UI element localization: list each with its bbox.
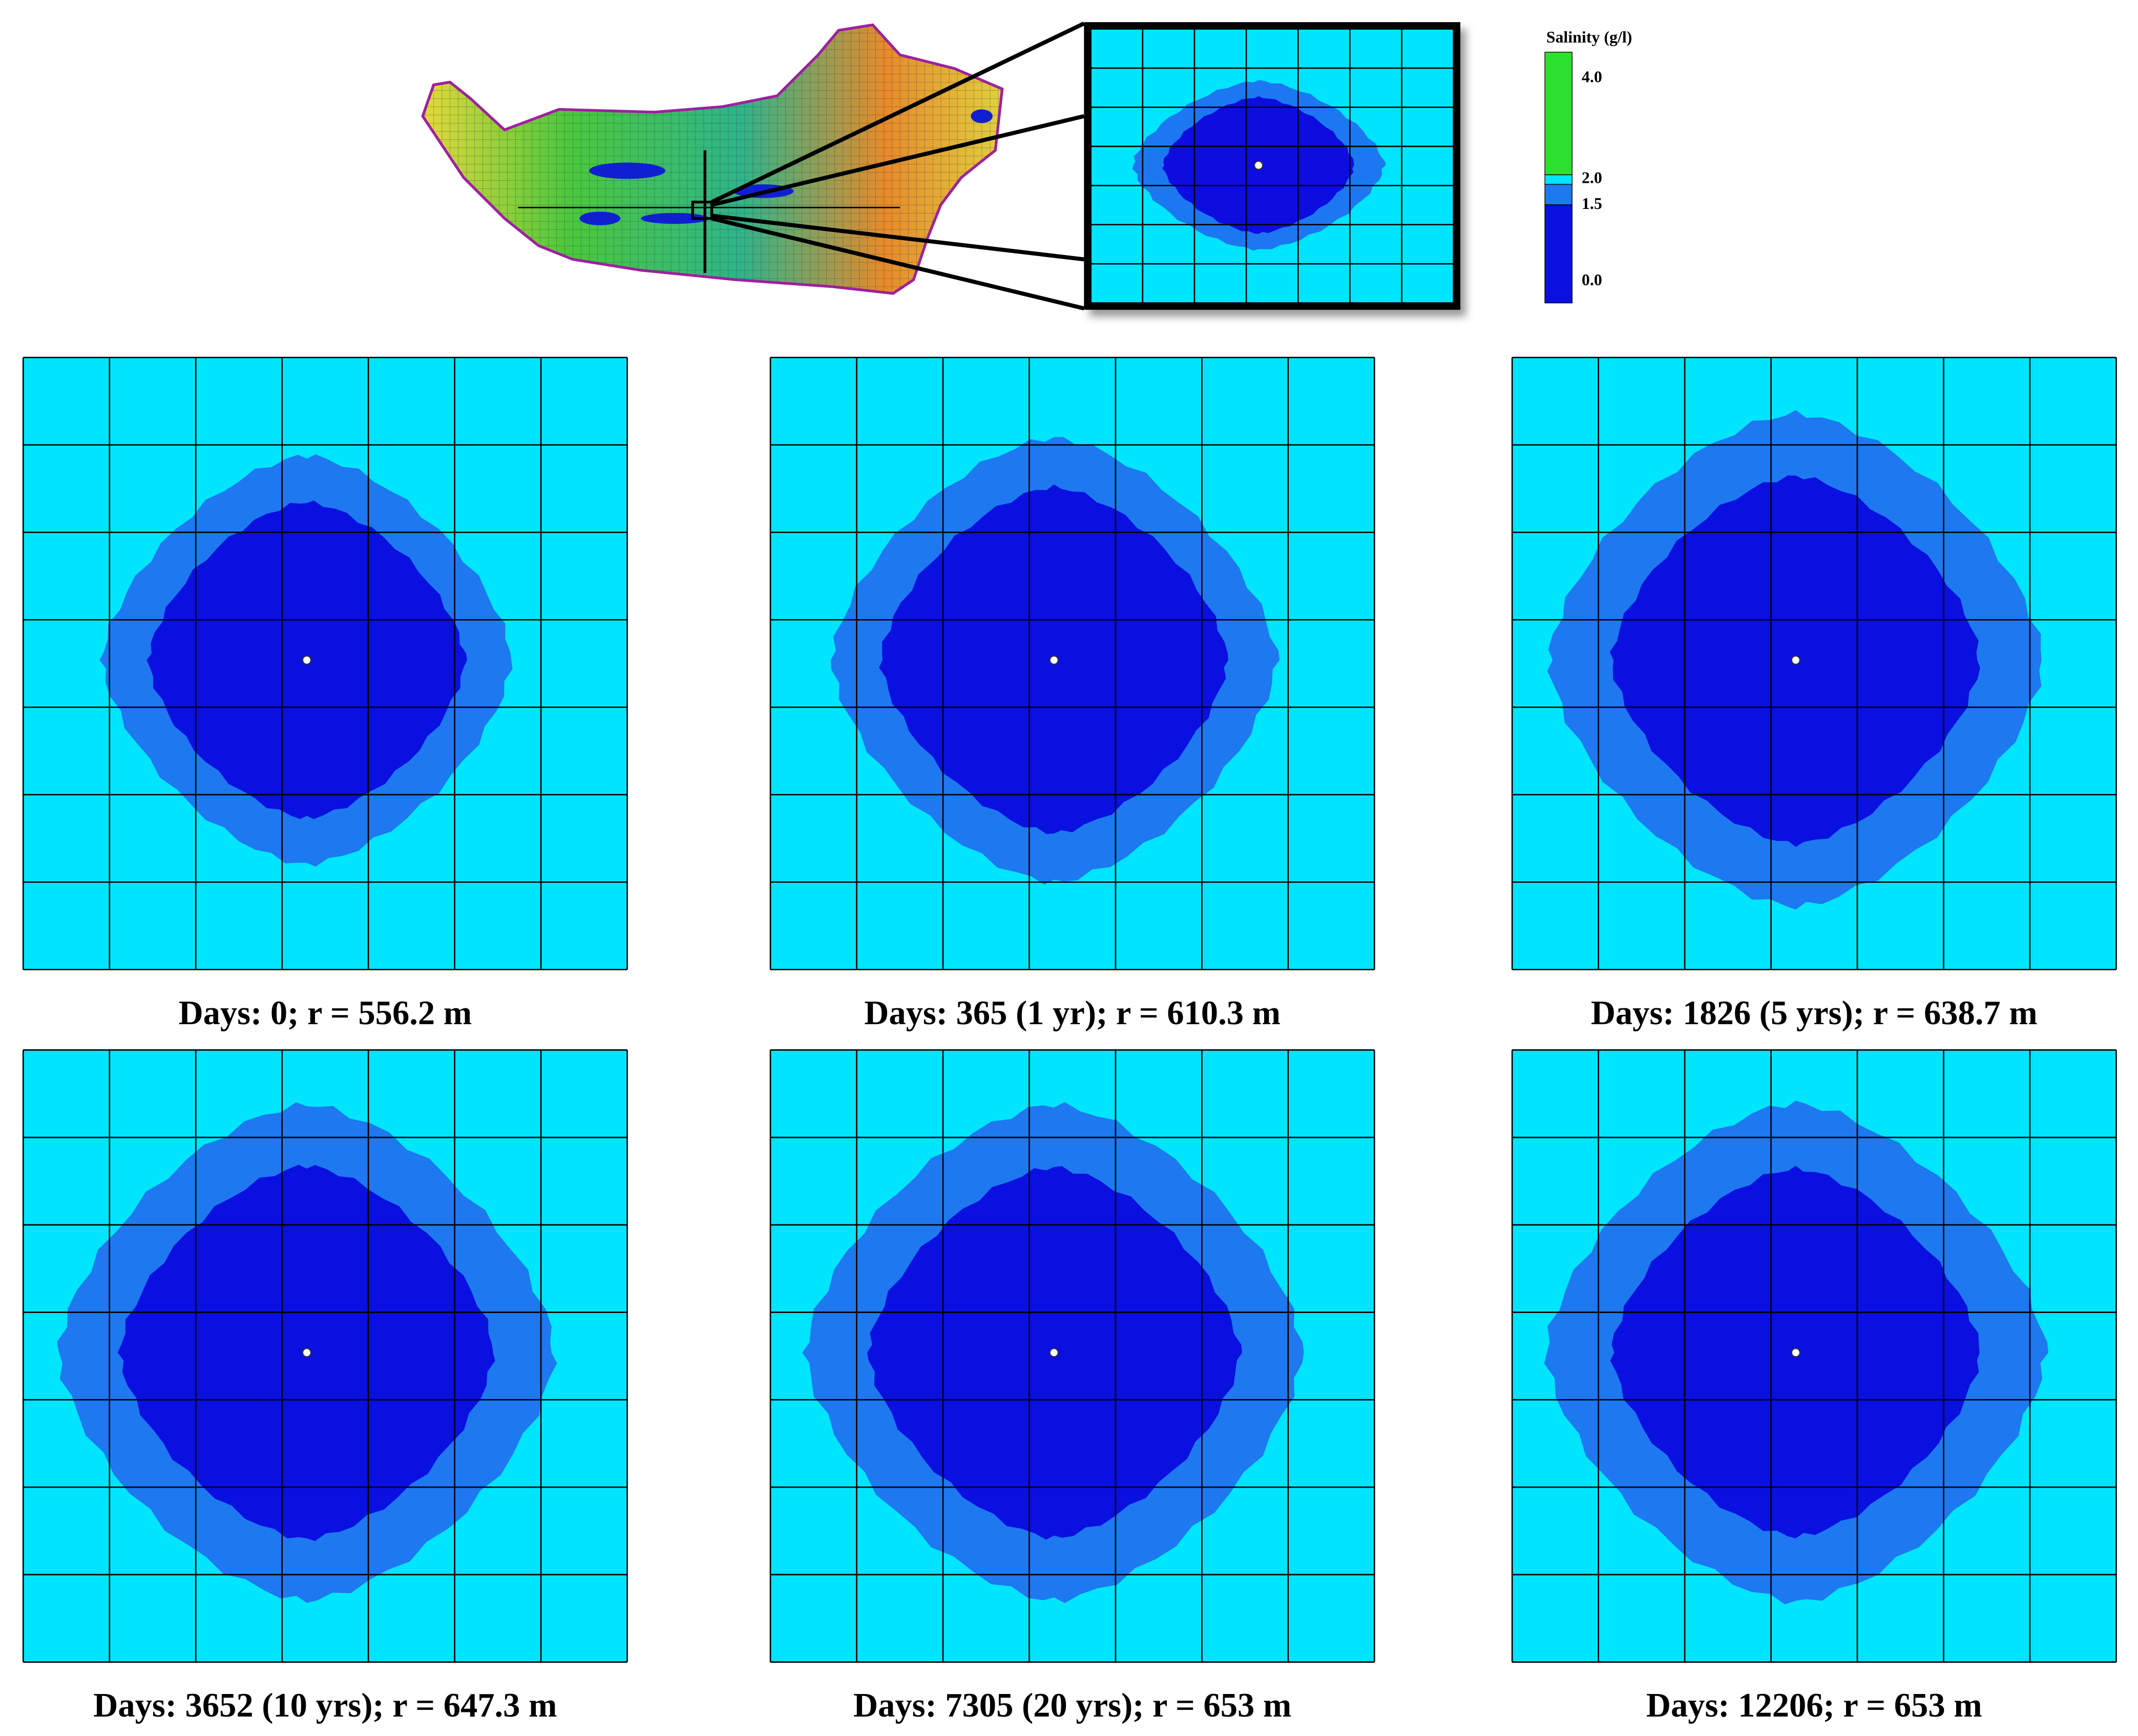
zoom-line [711,114,1085,207]
well [1253,160,1264,170]
fresh-lens [971,109,993,123]
panel-caption: Days: 7305 (20 yrs); r = 653 m [853,1687,1291,1724]
legend-label: 1.5 [1582,195,1602,213]
panel: Days: 12206; r = 653 m [1511,1049,2117,1724]
legend-label: 0.0 [1582,271,1602,289]
regional-map [421,22,1085,311]
panel-caption: Days: 365 (1 yr); r = 610.3 m [864,994,1281,1032]
fresh-lens [589,162,666,179]
well [302,655,311,665]
map-mesh [423,25,1002,293]
fresh-lens [579,211,621,225]
panel-caption: Days: 12206; r = 653 m [1646,1687,1982,1724]
well [1049,1348,1059,1358]
zoom-line [711,216,1085,311]
panel: Days: 365 (1 yr); r = 610.3 m [769,356,1375,1032]
panel-caption: Days: 3652 (10 yrs); r = 647.3 m [93,1687,557,1724]
legend-title: Salinity (g/l) [1546,28,1632,46]
panel-caption: Days: 1826 (5 yrs); r = 638.7 m [1591,994,2038,1032]
well [1791,655,1800,665]
zoom-box [691,200,714,220]
legend-swatch [1544,52,1573,176]
panel: Days: 3652 (10 yrs); r = 647.3 m [22,1049,628,1724]
legend: Salinity (g/l) 4.0 2.0 1.5 0.0 [1544,28,1632,304]
zoom-line [710,22,1085,204]
panels: Days: 0; r = 556.2 m Days: 365 (1 yr); r … [22,356,2117,1724]
panel: Days: 1826 (5 yrs); r = 638.7 m [1511,356,2117,1032]
legend-swatch [1544,174,1573,185]
well [302,1348,311,1358]
panel: Days: 7305 (20 yrs); r = 653 m [769,1049,1375,1724]
inset [1084,22,1460,310]
panel: Days: 0; r = 556.2 m [22,356,628,1032]
panel-caption: Days: 0; r = 556.2 m [179,994,472,1032]
zoom-line [711,214,1084,262]
legend-swatch [1544,184,1573,205]
legend-swatch [1544,204,1573,304]
well [1049,655,1059,665]
well [1791,1348,1800,1358]
legend-label: 4.0 [1582,68,1602,86]
legend-label: 2.0 [1582,168,1602,186]
